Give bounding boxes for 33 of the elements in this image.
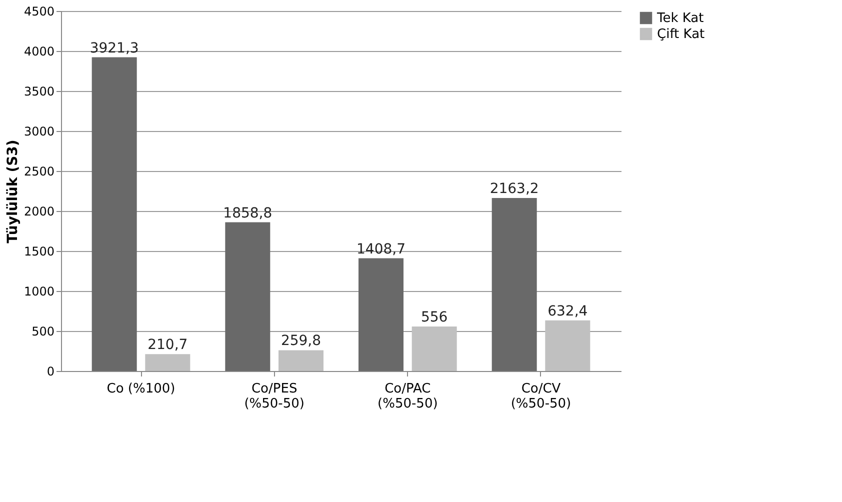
legend-label: Çift Kat [657, 27, 705, 42]
y-tick-label: 4500 [24, 4, 54, 18]
data-label: 1408,7 [356, 241, 406, 258]
y-tick-label: 3500 [24, 84, 54, 98]
x-tick-label: Co/CV (%50-50) [510, 382, 572, 412]
y-tick-label: 1500 [24, 244, 54, 258]
data-label: 2163,2 [490, 180, 539, 197]
y-tick-label: 3000 [24, 124, 54, 138]
data-label: 259,8 [280, 333, 322, 350]
bar [278, 350, 324, 371]
bar [358, 258, 404, 371]
y-axis-title: Tüylülük (S3) [4, 140, 21, 244]
x-tick-label: Co/PES (%50-50) [244, 382, 304, 412]
y-tick-label: 4000 [24, 44, 54, 58]
data-label: 632,4 [548, 303, 588, 320]
y-tick-label: 2500 [24, 164, 54, 178]
bar [412, 326, 457, 371]
x-tick-label: Co/PAC (%50-50) [378, 382, 438, 412]
x-tick-label: Co (%100) [106, 382, 176, 396]
y-tick-label: 500 [32, 324, 54, 338]
bar [492, 198, 537, 371]
data-label: 210,7 [148, 337, 188, 354]
y-tick-label: 2000 [24, 204, 54, 218]
y-tick-label: 0 [46, 364, 54, 378]
data-label: 3921,3 [90, 40, 139, 56]
bar [225, 222, 270, 371]
data-label: 556 [420, 310, 448, 326]
data-label: 1858,8 [223, 205, 272, 222]
bar [145, 354, 190, 371]
legend-label: Tek Kat [656, 11, 704, 26]
y-tick-label: 1000 [24, 284, 54, 298]
bar [545, 320, 590, 371]
bar [92, 57, 137, 371]
